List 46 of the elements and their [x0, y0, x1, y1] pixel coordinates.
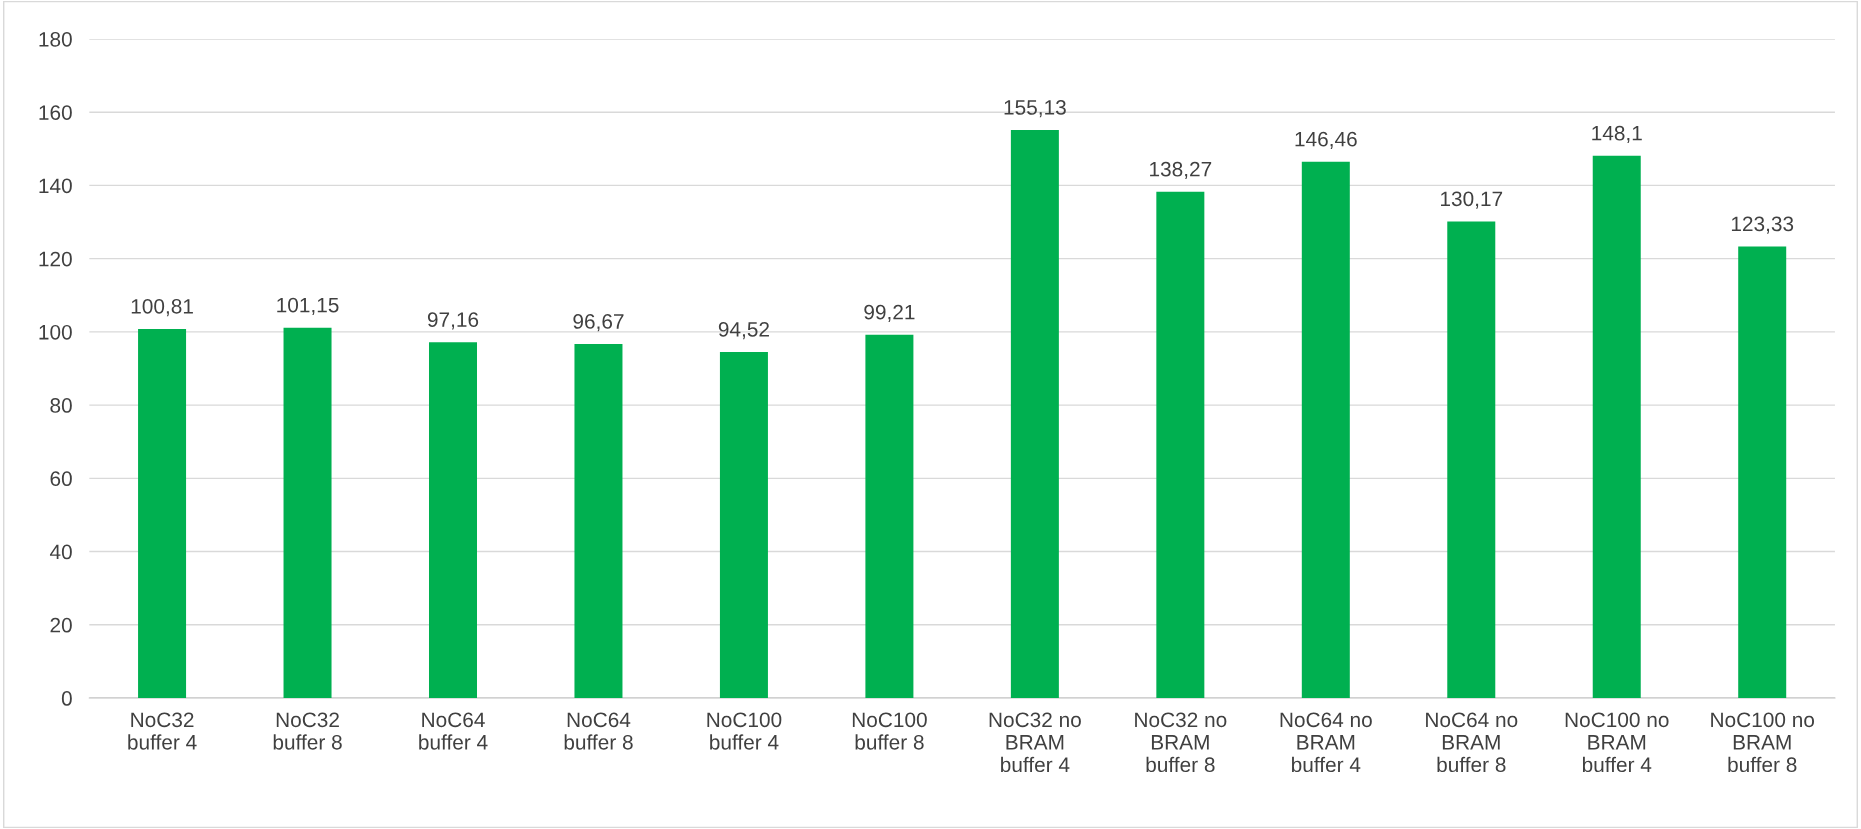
bar	[1301, 161, 1350, 699]
bar	[719, 351, 768, 699]
data-label: 100,81	[131, 298, 193, 317]
bar	[1156, 191, 1205, 699]
x-tick-label: NoC64 buffer 8	[564, 712, 633, 750]
x-tick-label: NoC100 no BRAM buffer 4	[1565, 712, 1669, 773]
data-label: 155,13	[1004, 100, 1066, 118]
data-label: 101,15	[277, 297, 339, 315]
data-label: 97,16	[427, 312, 479, 330]
x-tick-label: NoC32 buffer 8	[273, 712, 342, 750]
data-label: 123,33	[1731, 216, 1794, 234]
bar	[1592, 155, 1641, 699]
data-label: 146,46	[1295, 131, 1357, 149]
bar	[1010, 130, 1059, 699]
x-tick-label: NoC32 buffer 4	[128, 712, 197, 750]
x-tick-label: NoC64 buffer 4	[419, 712, 488, 750]
x-tick-label: NoC100 buffer 8	[852, 712, 927, 750]
y-tick-label: 0	[61, 691, 72, 706]
y-tick-label: 180	[39, 31, 72, 47]
x-tick-label: NoC100 no BRAM buffer 8	[1711, 712, 1815, 773]
data-label: 138,27	[1150, 161, 1212, 179]
y-tick-label: 60	[50, 471, 72, 487]
data-label: 130,17	[1441, 191, 1503, 209]
bar	[574, 344, 623, 699]
y-tick-label: 20	[50, 617, 72, 633]
y-tick-label: 120	[39, 251, 72, 267]
x-tick-label: NoC32 no BRAM buffer 4	[989, 712, 1081, 773]
y-tick-label: 80	[50, 398, 72, 413]
bar	[429, 342, 477, 699]
x-tick-label: NoC64 no BRAM buffer 8	[1426, 712, 1518, 773]
bar	[865, 334, 914, 699]
x-tick-label: NoC100 buffer 4	[707, 712, 782, 750]
bar	[138, 328, 187, 699]
y-tick-label: 160	[39, 105, 72, 120]
bar	[283, 327, 332, 699]
data-label: 96,67	[573, 314, 624, 332]
data-label: 99,21	[864, 304, 915, 322]
bar	[1447, 221, 1496, 699]
data-label: 94,52	[718, 321, 769, 340]
bar	[1738, 246, 1787, 699]
x-tick-label: NoC64 no BRAM buffer 4	[1280, 712, 1372, 773]
y-tick-label: 140	[39, 178, 72, 194]
y-tick-label: 100	[39, 324, 72, 340]
x-tick-label: NoC32 no BRAM buffer 8	[1135, 712, 1227, 773]
y-tick-label: 40	[49, 544, 72, 560]
data-label: 148,1	[1592, 125, 1642, 143]
